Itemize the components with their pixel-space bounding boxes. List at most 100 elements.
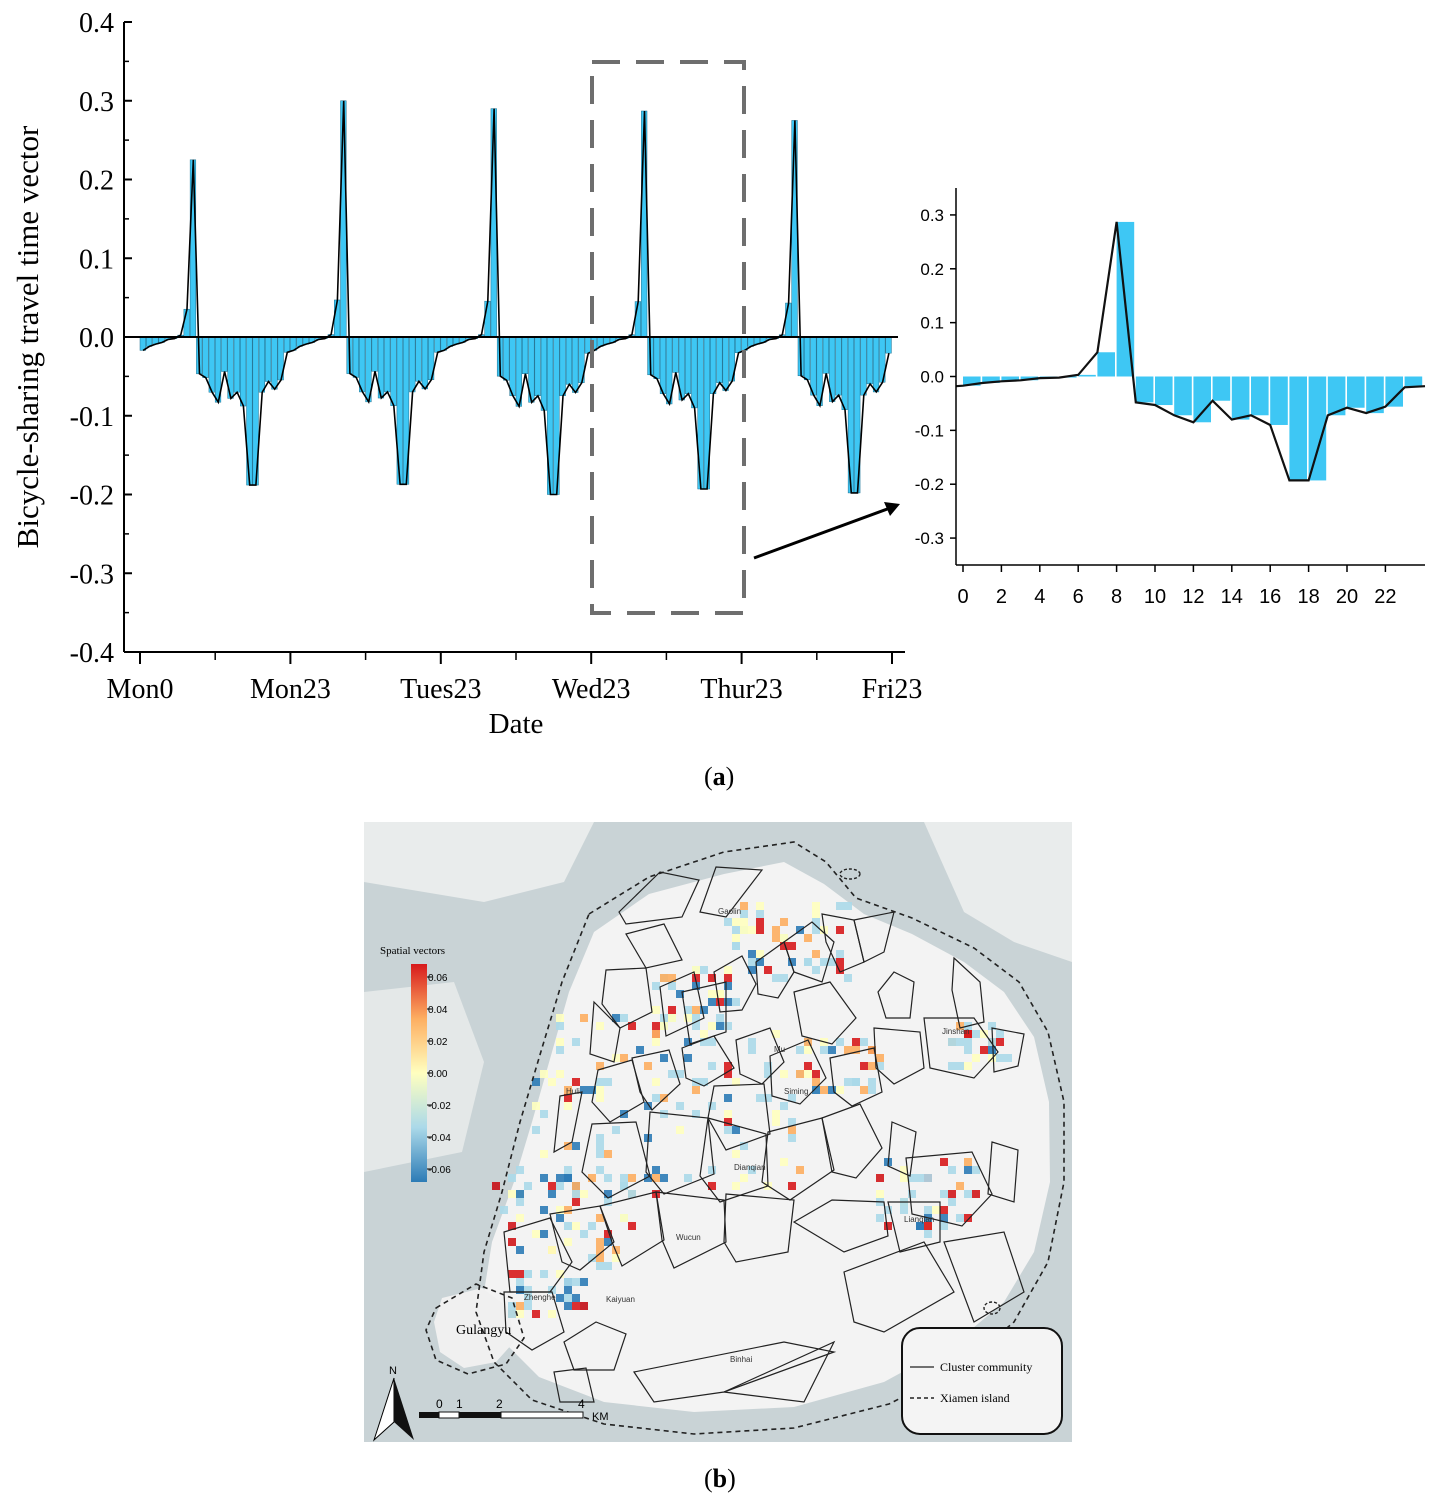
heat-cell <box>948 1038 956 1046</box>
heat-cell <box>612 1246 620 1254</box>
heat-cell <box>740 902 748 910</box>
inset-y-tick-label: -0.3 <box>915 529 944 548</box>
colorbar-tick-label: 0.06 <box>428 973 448 984</box>
heat-cell <box>596 1062 604 1070</box>
heat-cell <box>700 1078 708 1086</box>
main-y-ticks: 0.4 0.3 0.2 0.1 0.0 -0.1 -0.2 -0.3 -0.4 <box>70 8 132 669</box>
heat-cell <box>556 1046 564 1054</box>
main-bar <box>233 336 240 393</box>
heat-cell <box>772 1110 780 1118</box>
main-bar <box>872 336 880 393</box>
heat-cell <box>556 1070 564 1078</box>
heat-cell <box>668 974 676 982</box>
heat-cell <box>508 1174 516 1182</box>
main-bar <box>390 336 397 406</box>
heat-cell <box>668 1006 676 1014</box>
heat-cell <box>556 1174 564 1182</box>
inset-bar <box>1231 376 1250 420</box>
heat-cell <box>948 1062 956 1070</box>
main-bar <box>371 336 378 372</box>
spatial-vector-map: Gulangyu Huli Jinshan Lianqian Siming Ka… <box>364 822 1072 1442</box>
heat-cell <box>996 1054 1004 1062</box>
main-y-tick-label: -0.4 <box>70 638 114 669</box>
main-y-tick-label: 0.0 <box>79 323 114 354</box>
cluster-polygon <box>601 967 653 1029</box>
heat-cell <box>716 1014 724 1022</box>
inset-bar <box>1251 376 1269 416</box>
cluster-polygon <box>591 1059 645 1123</box>
inset-y-tick-label: 0.2 <box>920 260 944 279</box>
inset-bar <box>1193 376 1211 423</box>
heat-cell <box>764 966 772 974</box>
heat-cell <box>756 1094 764 1102</box>
heat-cell <box>964 1158 972 1166</box>
heat-cell <box>772 934 780 942</box>
heat-cell <box>524 1294 532 1302</box>
cluster-polygon <box>563 1321 627 1371</box>
heat-cell <box>604 1174 612 1182</box>
heat-cell <box>860 1038 868 1046</box>
heat-cell <box>964 1166 972 1174</box>
cluster-polygon <box>581 1121 651 1199</box>
main-bar <box>716 336 723 383</box>
heat-cell <box>748 966 756 974</box>
heat-cell <box>628 1022 636 1030</box>
heat-cell <box>940 1158 948 1166</box>
land-gulangyu <box>434 1288 514 1368</box>
inset-bar <box>1135 376 1154 403</box>
heat-cell <box>676 990 684 998</box>
heat-cell <box>932 1206 940 1214</box>
heat-cell <box>844 902 852 910</box>
heat-cell <box>596 1254 604 1262</box>
heat-cells <box>492 902 1012 1318</box>
heat-cell <box>508 1270 516 1278</box>
heat-cell <box>900 1206 908 1214</box>
scale-tick: 0 <box>436 1397 443 1411</box>
main-bar <box>860 336 867 396</box>
place-label: Kaiyuan <box>606 1295 635 1304</box>
heat-cell <box>556 1038 564 1046</box>
heat-cell <box>748 950 756 958</box>
inset-bar <box>982 376 1000 383</box>
heat-cell <box>812 950 820 958</box>
heat-cell <box>964 1190 972 1198</box>
heat-cell <box>516 1278 524 1286</box>
heat-cell <box>668 982 676 990</box>
heat-cell <box>548 1182 556 1190</box>
north-arrow-left <box>372 1377 395 1442</box>
heat-cell <box>660 1054 668 1062</box>
heat-cell <box>660 1094 668 1102</box>
place-label: Gaolin <box>718 907 741 916</box>
map-key: Cluster community Xiamen island <box>901 1327 1063 1435</box>
north-arrow: N <box>372 1365 414 1442</box>
heat-cell <box>868 1046 876 1054</box>
heat-cell <box>948 1190 956 1198</box>
heat-cell <box>572 1190 580 1198</box>
heat-cell <box>564 1222 572 1230</box>
key-dashed-label: Xiamen island <box>940 1391 1010 1405</box>
heat-cell <box>572 1222 580 1230</box>
heat-cell <box>788 942 796 950</box>
heat-cell <box>836 1086 844 1094</box>
heat-cell <box>492 1182 500 1190</box>
heat-cell <box>604 1230 612 1238</box>
inset-bar <box>1347 376 1365 408</box>
heat-cell <box>836 950 844 958</box>
heat-cell <box>572 1278 580 1286</box>
heat-cell <box>588 1254 596 1262</box>
y-axis-label: Bicycle-sharing travel time vector <box>10 125 45 548</box>
heat-cell <box>956 1038 964 1046</box>
heat-cell <box>756 902 764 910</box>
heat-cell <box>644 1174 652 1182</box>
inset-x-tick-label: 8 <box>1111 586 1122 608</box>
heat-cell <box>724 1094 732 1102</box>
heat-cell <box>828 1086 836 1094</box>
cluster-polygon <box>943 1231 1025 1323</box>
cluster-polygon <box>631 1049 681 1111</box>
heat-cell <box>540 1230 548 1238</box>
main-x-tick-label: Mon0 <box>107 674 174 705</box>
heat-cell <box>716 1022 724 1030</box>
heat-cell <box>572 1038 580 1046</box>
heat-cell <box>612 1126 620 1134</box>
heat-cell <box>676 1070 684 1078</box>
